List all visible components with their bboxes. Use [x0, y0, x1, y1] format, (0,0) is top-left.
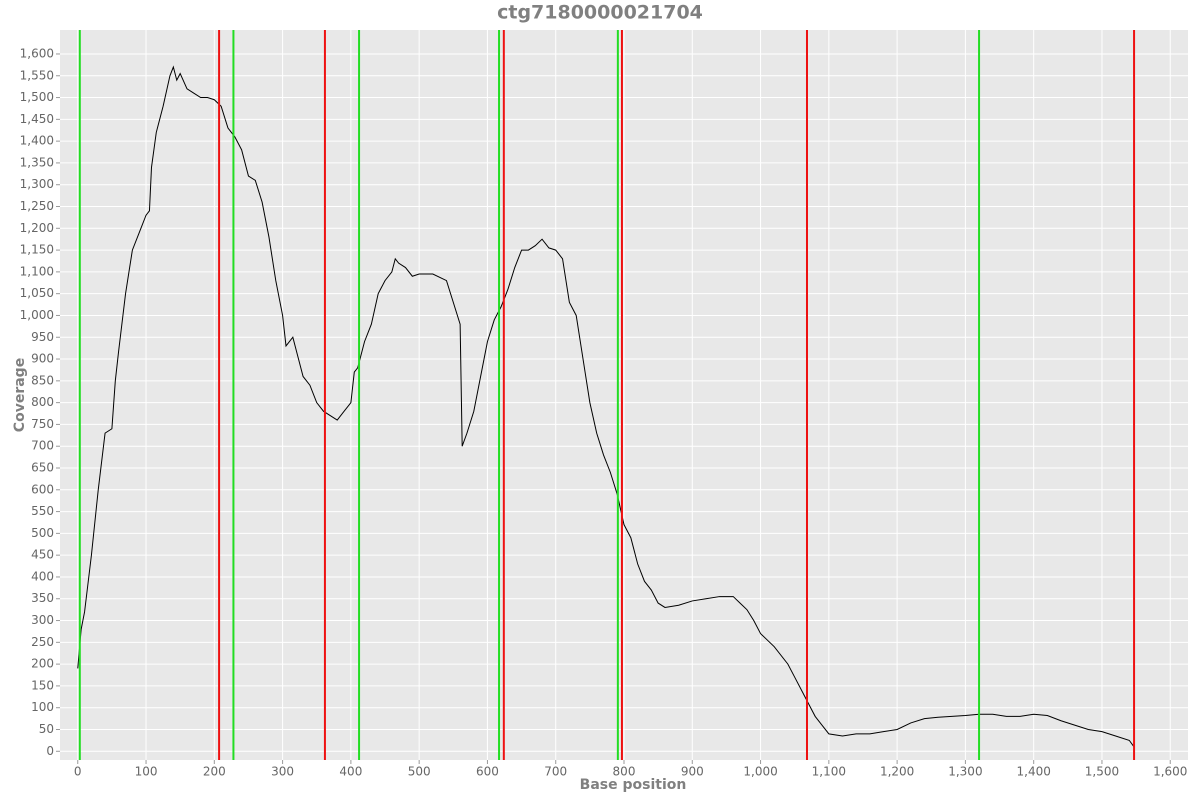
y-tick-label: 1,500 — [20, 90, 54, 104]
x-tick-label: 1,000 — [743, 765, 777, 779]
y-tick-label: 1,000 — [20, 308, 54, 322]
y-tick-label: 650 — [31, 461, 54, 475]
y-tick-label: 300 — [31, 613, 54, 627]
y-tick-label: 1,550 — [20, 68, 54, 82]
y-tick-label: 1,200 — [20, 221, 54, 235]
y-tick-label: 700 — [31, 439, 54, 453]
y-tick-label: 850 — [31, 373, 54, 387]
y-tick-label: 900 — [31, 352, 54, 366]
x-tick-label: 1,400 — [1017, 765, 1051, 779]
chart-title: ctg7180000021704 — [497, 2, 703, 24]
coverage-line — [77, 65, 1135, 748]
x-tick-label: 0 — [74, 765, 82, 779]
y-tick-label: 1,100 — [20, 264, 54, 278]
y-tick-label: 950 — [31, 330, 54, 344]
y-tick-label: 600 — [31, 482, 54, 496]
x-tick-label: 400 — [339, 765, 362, 779]
x-tick-label: 300 — [271, 765, 294, 779]
y-tick-label: 550 — [31, 504, 54, 518]
y-tick-label: 1,250 — [20, 199, 54, 213]
y-tick-label: 1,050 — [20, 286, 54, 300]
y-tick-label: 1,350 — [20, 155, 54, 169]
y-tick-label: 150 — [31, 678, 54, 692]
x-tick-label: 700 — [544, 765, 567, 779]
y-tick-label: 500 — [31, 526, 54, 540]
y-tick-label: 1,600 — [20, 46, 54, 60]
y-tick-label: 1,300 — [20, 177, 54, 191]
y-tick-label: 750 — [31, 417, 54, 431]
y-tick-label: 100 — [31, 700, 54, 714]
y-tick-label: 1,450 — [20, 112, 54, 126]
x-tick-label: 800 — [613, 765, 636, 779]
y-tick-label: 1,400 — [20, 134, 54, 148]
x-tick-label: 100 — [135, 765, 158, 779]
y-tick-label: 0 — [46, 744, 54, 758]
x-tick-label: 200 — [203, 765, 226, 779]
y-tick-label: 1,150 — [20, 243, 54, 257]
x-tick-label: 1,500 — [1085, 765, 1119, 779]
y-tick-label: 200 — [31, 657, 54, 671]
y-axis-label: Coverage — [12, 358, 28, 432]
x-tick-label: 1,600 — [1153, 765, 1187, 779]
x-tick-label: 1,300 — [948, 765, 982, 779]
y-tick-label: 350 — [31, 591, 54, 605]
y-tick-label: 400 — [31, 569, 54, 583]
y-tick-label: 800 — [31, 395, 54, 409]
y-tick-label: 450 — [31, 548, 54, 562]
x-tick-label: 600 — [476, 765, 499, 779]
x-tick-label: 500 — [408, 765, 431, 779]
x-axis-label: Base position — [580, 777, 687, 793]
x-tick-label: 1,200 — [880, 765, 914, 779]
y-tick-label: 50 — [39, 722, 54, 736]
y-tick-label: 250 — [31, 635, 54, 649]
x-tick-label: 900 — [681, 765, 704, 779]
x-tick-label: 1,100 — [812, 765, 846, 779]
